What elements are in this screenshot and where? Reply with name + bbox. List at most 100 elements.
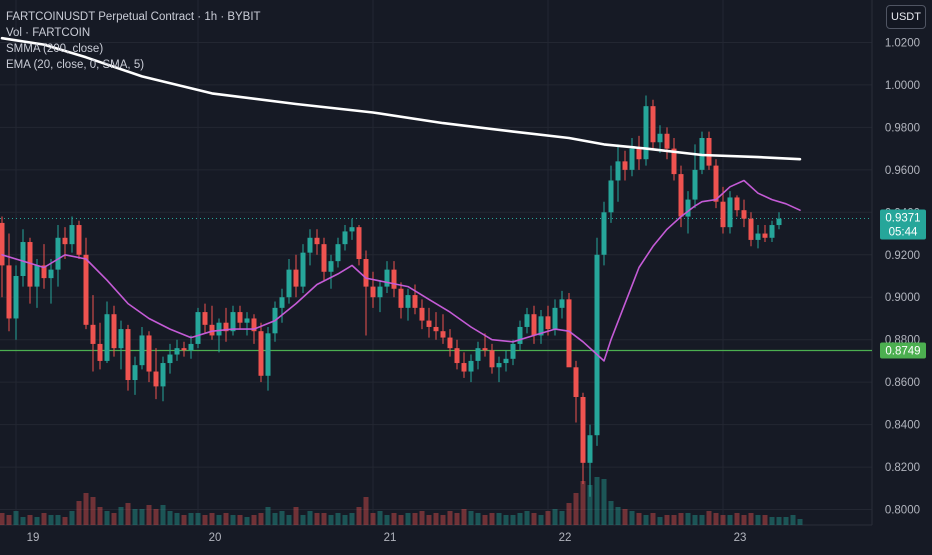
candle: [720, 186, 726, 234]
volume-bar: [797, 519, 803, 525]
candle: [433, 312, 439, 340]
candle: [727, 191, 733, 234]
volume-bar: [209, 513, 215, 525]
volume-bar: [678, 513, 684, 525]
volume-bar: [349, 513, 355, 525]
volume-bar: [769, 517, 775, 525]
volume-bar: [559, 511, 565, 525]
volume-bar: [762, 515, 768, 525]
volume-bar: [342, 515, 348, 525]
y-tick-label: 0.9600: [885, 165, 920, 177]
volume-bar: [692, 515, 698, 525]
candle: [762, 225, 768, 243]
last-price-tag-bg: [880, 209, 926, 240]
candle-body: [104, 314, 110, 361]
currency-button[interactable]: USDT: [886, 5, 926, 29]
legend-smma[interactable]: SMMA (200, close): [6, 43, 104, 55]
countdown-label: 05:44: [889, 226, 918, 238]
volume-bar: [321, 513, 327, 525]
volume-bar: [230, 515, 236, 525]
candle: [384, 261, 390, 293]
candle: [342, 225, 348, 251]
volume-bar: [566, 503, 572, 525]
candle: [650, 99, 656, 149]
y-tick-label: 1.0000: [885, 80, 920, 92]
candle-body: [195, 312, 201, 344]
candle: [363, 250, 369, 336]
candle-body: [496, 363, 502, 368]
candle: [181, 341, 187, 357]
candle-body: [356, 227, 362, 260]
legend-ema[interactable]: EMA (20, close, 0, SMA, 5): [6, 59, 145, 71]
candle: [496, 356, 502, 383]
candle: [412, 284, 418, 315]
volume-bar: [741, 515, 747, 525]
volume-bar: [20, 517, 26, 525]
candle-body: [146, 335, 152, 372]
volume-bar: [167, 511, 173, 525]
volume-bar: [174, 513, 180, 525]
volume-bar: [181, 515, 187, 525]
candle: [265, 326, 271, 391]
candle-body: [748, 218, 754, 240]
candle-body: [454, 348, 460, 364]
candle-body: [608, 180, 614, 213]
candle: [419, 299, 425, 330]
ema-line: [1, 179, 801, 362]
candle: [321, 237, 327, 281]
candle-body: [671, 148, 677, 175]
candle: [153, 348, 159, 400]
candle-body: [601, 212, 607, 255]
volume-bar: [244, 517, 250, 525]
x-tick-label: 21: [384, 532, 397, 544]
candle: [195, 307, 201, 349]
candle-body: [118, 329, 124, 349]
candle: [713, 159, 719, 209]
candle: [41, 244, 47, 289]
candle-body: [90, 324, 96, 344]
volume-bar: [524, 511, 530, 525]
candle: [622, 150, 628, 181]
volume-bar: [356, 507, 362, 525]
candle: [405, 288, 411, 321]
volume-bar: [363, 497, 369, 525]
volume-bar: [664, 515, 670, 525]
candle-body: [321, 244, 327, 272]
volume-bar: [0, 513, 5, 525]
volume-bar: [111, 513, 117, 525]
candle-body: [524, 314, 530, 327]
candle: [489, 343, 495, 374]
candle: [573, 360, 579, 423]
candle-body: [300, 252, 306, 287]
candle-body: [622, 161, 628, 170]
volume-bar: [377, 511, 383, 525]
volume-bar: [713, 513, 719, 525]
candle: [475, 341, 481, 370]
y-tick-label: 0.9200: [885, 250, 920, 262]
candle: [230, 305, 236, 336]
candle: [524, 307, 530, 334]
candle-body: [244, 318, 250, 323]
candle: [510, 339, 516, 366]
candle-body: [139, 335, 145, 366]
volume-bar: [748, 513, 754, 525]
candle-body: [97, 343, 103, 361]
legend-volume[interactable]: Vol · FARTCOIN: [6, 27, 91, 39]
candle-body: [559, 299, 565, 308]
candle: [664, 127, 670, 160]
volume-bar: [727, 515, 733, 525]
candle: [286, 259, 292, 304]
candle: [671, 138, 677, 181]
volume-bar: [601, 479, 607, 525]
volume-bar: [755, 515, 761, 525]
volume-bar: [48, 515, 54, 525]
candle: [531, 305, 537, 344]
candle-body: [293, 269, 299, 287]
candle: [426, 307, 432, 338]
candle-body: [237, 312, 243, 323]
volume-bar: [34, 517, 40, 525]
candle-body: [580, 397, 586, 463]
volume-bar: [699, 515, 705, 525]
